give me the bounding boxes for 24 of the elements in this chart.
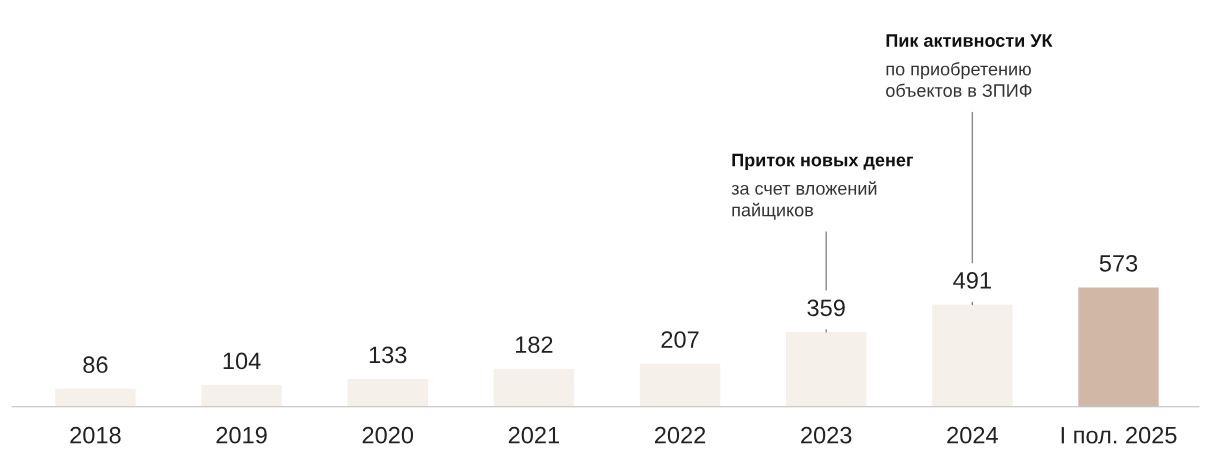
x-tick-label: I пол. 2025 [1061, 426, 1177, 444]
bar [201, 385, 282, 407]
x-tick-label: 2018 [70, 426, 121, 444]
bar [639, 363, 721, 407]
annotation: Приток новых денег за счет вложений пайщиков [731, 153, 913, 220]
data-label: 133 [369, 346, 407, 364]
bar [1078, 287, 1159, 407]
bar [932, 304, 1013, 407]
x-tick-label: 2021 [508, 426, 559, 444]
data-label: 207 [661, 331, 699, 348]
bar [786, 332, 867, 407]
data-label: 359 [807, 299, 845, 317]
x-tick-label: 2019 [216, 426, 267, 444]
data-label: 182 [515, 336, 553, 354]
bar [347, 379, 428, 407]
data-label: 573 [1099, 254, 1138, 272]
data-label: 104 [223, 352, 261, 370]
x-tick-label: 2022 [654, 426, 706, 444]
data-label: 86 [83, 356, 108, 374]
x-tick-label: 2023 [801, 426, 852, 444]
x-tick-label: 2020 [362, 426, 414, 444]
data-label: 491 [953, 272, 991, 289]
annotation: Пик активности УК по приобретению объектов в ЗПИФ [886, 34, 1053, 97]
x-tick-label: 2024 [947, 426, 998, 444]
